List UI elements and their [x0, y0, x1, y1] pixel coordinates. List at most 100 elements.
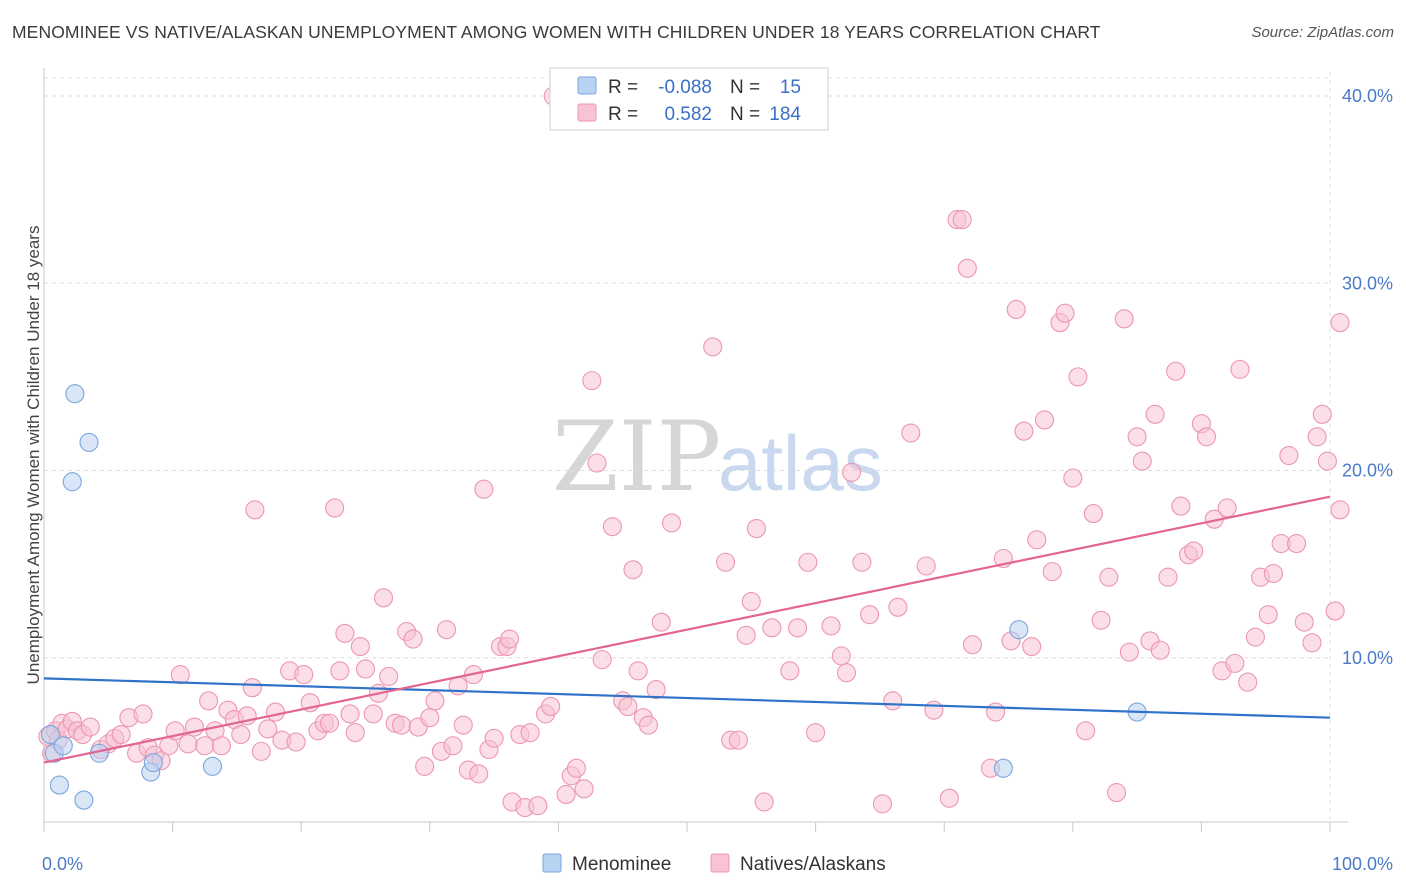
- legend-n-label-natives: N =: [730, 104, 760, 125]
- menominee-point-7: [74, 790, 94, 810]
- menominee-point-10: [143, 753, 163, 773]
- natives-point-169: [1230, 359, 1250, 379]
- menominee-point-3: [49, 775, 69, 795]
- natives-point-181: [1312, 404, 1332, 424]
- natives-point-147: [1083, 504, 1103, 524]
- bottom-legend: Menominee Natives/Alaskans: [542, 853, 886, 875]
- natives-trend-line: [43, 495, 1331, 764]
- natives-point-156: [1145, 404, 1165, 424]
- x-tick-label-0: 0.0%: [42, 854, 83, 874]
- source-credit: Source: ZipAtlas.com: [1251, 24, 1394, 41]
- menominee-points: [40, 384, 1147, 810]
- natives-point-170: [1238, 672, 1258, 692]
- natives-point-48: [335, 623, 355, 643]
- natives-point-146: [1076, 721, 1096, 741]
- natives-point-109: [754, 792, 774, 812]
- natives-point-56: [379, 666, 399, 687]
- natives-point-130: [957, 258, 977, 278]
- natives-point-186: [499, 629, 520, 649]
- natives-point-177: [1287, 533, 1307, 554]
- legend-r-label-menominee: R =: [608, 77, 638, 98]
- natives-point-94: [618, 696, 638, 716]
- natives-point-33: [242, 678, 262, 698]
- natives-point-100: [651, 612, 671, 632]
- menominee-point-13: [993, 758, 1013, 778]
- natives-point-73: [474, 479, 494, 499]
- natives-point-150: [1106, 783, 1127, 803]
- natives-point-122: [883, 691, 903, 711]
- legend-swatch-menominee: [577, 76, 597, 95]
- natives-point-87: [566, 758, 586, 778]
- natives-point-45: [319, 713, 340, 733]
- natives-point-101: [662, 513, 682, 533]
- natives-point-23: [178, 734, 198, 754]
- natives-point-85: [556, 784, 576, 804]
- natives-point-143: [1055, 303, 1075, 323]
- natives-point-171: [1245, 627, 1265, 647]
- natives-point-9: [80, 717, 100, 737]
- natives-point-131: [962, 635, 983, 655]
- natives-point-120: [860, 605, 880, 625]
- natives-point-49: [340, 704, 360, 724]
- natives-point-137: [1014, 421, 1034, 441]
- legend-r-label-natives: R =: [608, 104, 638, 125]
- watermark-zip: ZIP: [552, 401, 721, 513]
- bottom-legend-swatch-menominee: [542, 853, 562, 873]
- legend-n-value-menominee: 15: [780, 77, 801, 98]
- natives-point-41: [294, 665, 314, 685]
- legend-swatch-natives: [577, 103, 597, 122]
- natives-point-66: [436, 620, 457, 640]
- natives-point-133: [986, 702, 1006, 722]
- natives-point-149: [1099, 567, 1119, 587]
- natives-point-154: [1132, 451, 1152, 471]
- natives-point-92: [602, 517, 622, 537]
- natives-point-99: [646, 680, 666, 700]
- natives-point-34: [245, 500, 265, 520]
- natives-point-36: [258, 719, 278, 739]
- y-tick-label-2: 30.0%: [1342, 273, 1393, 293]
- natives-point-160: [1171, 496, 1191, 516]
- natives-point-40: [286, 732, 306, 752]
- y-tick-label-1: 20.0%: [1342, 461, 1393, 481]
- natives-point-64: [425, 691, 445, 711]
- natives-point-37: [265, 702, 286, 722]
- natives-point-63: [420, 708, 440, 728]
- bottom-legend-label-natives: Natives/Alaskans: [740, 854, 886, 875]
- chart-title: MENOMINEE VS NATIVE/ALASKAN UNEMPLOYMENT…: [12, 22, 1101, 42]
- x-tick-labels: 0.0% 100.0%: [42, 854, 1393, 874]
- natives-point-75: [484, 728, 504, 748]
- natives-point-168: [1225, 653, 1245, 673]
- natives-point-139: [1027, 530, 1047, 550]
- legend-n-label-menominee: N =: [730, 77, 760, 98]
- natives-point-72: [469, 764, 489, 784]
- watermark: ZIP atlas: [552, 401, 883, 513]
- natives-point-162: [1184, 541, 1204, 561]
- natives-point-183: [1325, 601, 1345, 621]
- natives-point-116: [831, 646, 851, 666]
- natives-point-107: [741, 592, 761, 612]
- natives-point-119: [852, 552, 872, 572]
- natives-point-184: [1330, 500, 1350, 520]
- natives-point-47: [330, 661, 350, 681]
- natives-point-90: [587, 453, 607, 473]
- natives-point-153: [1127, 427, 1147, 447]
- natives-point-28: [211, 736, 232, 756]
- natives-point-140: [1034, 410, 1055, 430]
- menominee-point-4: [65, 384, 85, 404]
- natives-point-152: [1119, 642, 1139, 662]
- natives-point-88: [574, 779, 594, 799]
- menominee-point-12: [1009, 620, 1029, 640]
- natives-point-84: [541, 696, 561, 716]
- natives-point-159: [1166, 361, 1186, 381]
- bottom-legend-label-menominee: Menominee: [572, 854, 671, 875]
- natives-point-158: [1158, 567, 1178, 587]
- natives-point-157: [1150, 640, 1170, 660]
- natives-point-114: [806, 723, 826, 743]
- natives-point-106: [736, 625, 756, 645]
- natives-point-98: [638, 715, 658, 735]
- natives-point-179: [1302, 633, 1322, 653]
- natives-points: [38, 86, 1350, 818]
- natives-point-117: [836, 663, 857, 683]
- natives-point-123: [888, 597, 908, 617]
